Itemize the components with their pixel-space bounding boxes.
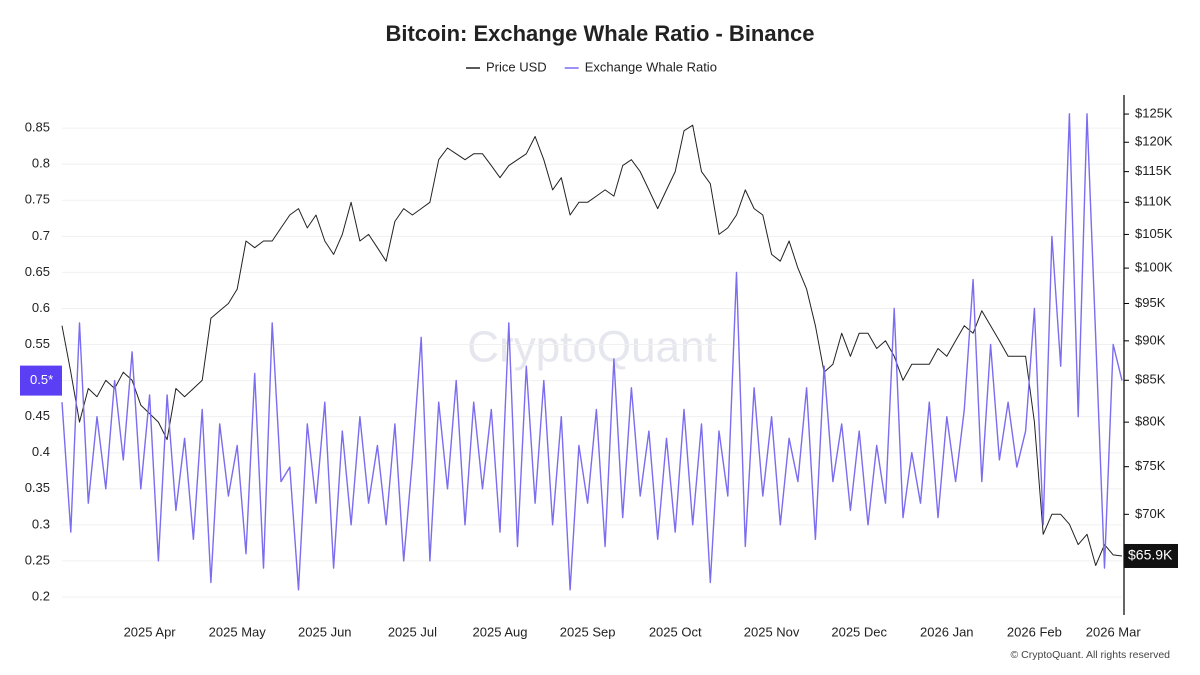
y-tick-label: 0.25	[25, 552, 50, 567]
y-tick-label: 0.55	[25, 336, 50, 351]
last-value-badge: 0.5*	[20, 365, 62, 396]
x-tick-label: 2026 Jan	[920, 624, 974, 639]
y2-tick-label: $100K	[1135, 260, 1173, 275]
series-line	[61, 113, 1123, 591]
badge-bg	[20, 365, 62, 396]
x-tick-label: 2025 May	[209, 624, 267, 639]
y-tick-label: 0.4	[32, 444, 50, 459]
watermark: CryptoQuant	[467, 323, 716, 372]
last-value-badge: $65.9K	[1124, 543, 1178, 568]
legend-label: Price USD	[486, 59, 547, 74]
x-tick-label: 2025 Jul	[388, 624, 437, 639]
x-tick-label: 2025 Jun	[298, 624, 352, 639]
y2-tick-label: $70K	[1135, 506, 1166, 521]
y-tick-label: 0.2	[32, 588, 50, 603]
y2-tick-label: $80K	[1135, 414, 1166, 429]
y2-tick-label: $110K	[1135, 194, 1172, 209]
y-tick-label: 0.7	[32, 228, 50, 243]
y-tick-label: 0.6	[32, 300, 50, 315]
legend-label: Exchange Whale Ratio	[585, 59, 717, 74]
x-tick-label: 2025 Nov	[744, 624, 800, 639]
x-tick-label: 2026 Mar	[1086, 624, 1142, 639]
x-tick-label: 2025 Aug	[473, 624, 528, 639]
y2-tick-label: $115K	[1135, 163, 1172, 178]
badge-label: $65.9K	[1128, 547, 1173, 563]
x-tick-label: 2025 Apr	[124, 624, 177, 639]
y2-tick-label: $75K	[1135, 458, 1166, 473]
footer: © CryptoQuant. All rights reserved	[1011, 649, 1171, 661]
y2-tick-label: $95K	[1135, 295, 1166, 310]
chart-title: Bitcoin: Exchange Whale Ratio - Binance	[385, 21, 814, 46]
y2-tick-label: $85K	[1135, 372, 1166, 387]
series-line	[61, 124, 1123, 566]
badge-bg	[1124, 543, 1178, 568]
x-tick-label: 2025 Dec	[831, 624, 887, 639]
y-tick-label: 0.35	[25, 480, 50, 495]
y2-tick-label: $105K	[1135, 226, 1173, 241]
x-tick-label: 2025 Oct	[649, 624, 702, 639]
x-tick-label: 2025 Sep	[560, 624, 616, 639]
y-tick-label: 0.8	[32, 156, 50, 171]
y-tick-label: 0.85	[25, 120, 50, 135]
y-tick-label: 0.45	[25, 408, 50, 423]
x-tick-label: 2026 Feb	[1007, 624, 1062, 639]
y-tick-label: 0.75	[25, 192, 50, 207]
y-tick-label: 0.3	[32, 516, 50, 531]
y2-tick-label: $125K	[1135, 106, 1173, 121]
y2-tick-label: $90K	[1135, 332, 1166, 347]
y2-tick-label: $120K	[1135, 134, 1173, 149]
badge-label: 0.5*	[30, 372, 53, 387]
y-tick-label: 0.65	[25, 264, 50, 279]
